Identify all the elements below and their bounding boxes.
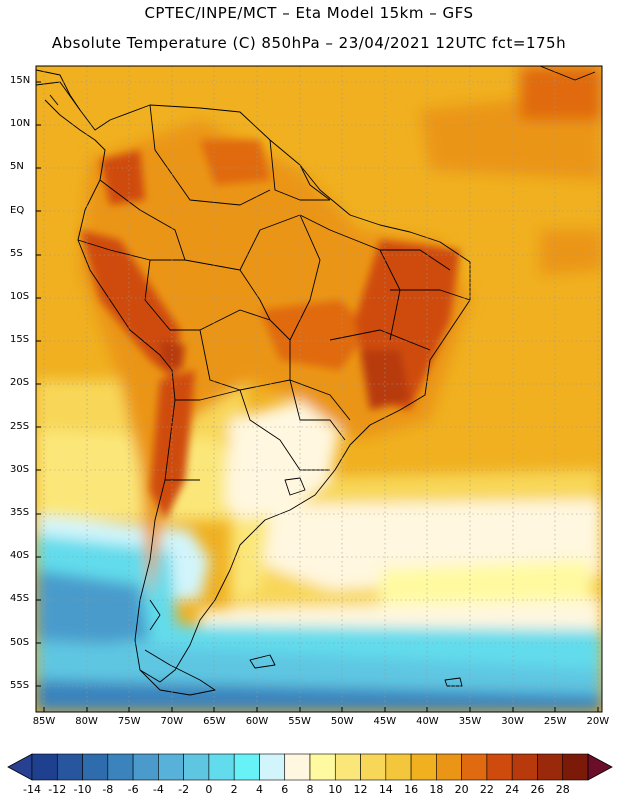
colorbar-swatch	[233, 753, 260, 781]
colorbar-swatch	[436, 753, 462, 781]
title-line-2: Absolute Temperature (C) 850hPa – 23/04/…	[51, 34, 567, 52]
colorbar-swatch	[562, 753, 589, 781]
colorbar-min-arrow	[7, 753, 33, 781]
colorbar-max-arrow	[587, 753, 613, 781]
colorbar-swatch	[107, 753, 134, 781]
colorbar-swatch	[309, 753, 336, 781]
lat-label: 5S	[10, 247, 23, 259]
colorbar-label: 16	[404, 783, 419, 796]
colorbar-label: 0	[205, 783, 213, 796]
colorbar-swatch	[158, 753, 184, 781]
colorbar-label: -2	[178, 783, 190, 796]
lat-label: 45S	[10, 593, 30, 605]
lat-label: 35S	[10, 507, 30, 518]
colorbar-label: -12	[48, 783, 67, 796]
lon-label: 25W	[543, 716, 567, 727]
map-frame	[35, 65, 603, 713]
lat-label: 20S	[10, 377, 30, 389]
colorbar-swatch	[82, 753, 109, 781]
colorbar-swatch	[511, 753, 538, 781]
colorbar-label: -8	[102, 783, 114, 796]
lat-label: 5N	[10, 161, 24, 173]
lon-label: 80W	[75, 716, 98, 727]
colorbar-label: -4	[152, 783, 164, 796]
lon-label: 65W	[203, 716, 226, 727]
colorbar-swatch	[334, 753, 361, 781]
lat-label: 30S	[10, 463, 30, 475]
colorbar-swatch	[410, 753, 437, 781]
colorbar-swatch	[284, 753, 311, 781]
colorbar-swatch	[31, 753, 58, 781]
lat-label: EQ	[10, 204, 25, 216]
lat-label: 25S	[10, 420, 30, 432]
lon-label: 20W	[586, 716, 610, 727]
lon-label: 50W	[330, 716, 354, 727]
lon-label: 75W	[117, 716, 141, 727]
colorbar-swatch	[56, 753, 83, 781]
lon-label: 85W	[32, 716, 56, 727]
lat-label: 40S	[10, 550, 30, 562]
lat-label: 10S	[10, 291, 30, 302]
colorbar-label: 28	[555, 783, 570, 796]
lat-label: 55S	[10, 679, 30, 691]
colorbar-label: 12	[353, 783, 368, 796]
colorbar-swatch	[132, 753, 159, 781]
colorbar-label: 22	[479, 783, 494, 796]
colorbar-label: 10	[328, 783, 343, 796]
colorbar-label: 8	[306, 783, 314, 796]
lon-label: 30W	[501, 716, 524, 727]
colorbar-label: 2	[230, 783, 238, 796]
colorbar-swatch	[259, 753, 286, 781]
colorbar-label: 26	[530, 783, 545, 796]
colorbar-label: 24	[505, 783, 520, 796]
lon-label: 35W	[458, 716, 482, 727]
colorbar-swatch	[360, 753, 387, 781]
colorbar-swatch	[486, 753, 513, 781]
lat-label: 10N	[10, 118, 31, 130]
colorbar-swatch	[183, 753, 210, 781]
colorbar-label: 20	[454, 783, 469, 796]
lat-label: 15S	[10, 334, 30, 346]
colorbar	[7, 753, 613, 781]
colorbar-label: 14	[378, 783, 393, 796]
colorbar-swatch	[208, 753, 235, 781]
colorbar-swatch	[385, 753, 412, 781]
lon-label: 55W	[288, 716, 311, 727]
colorbar-label: 4	[255, 783, 263, 796]
lon-label: 40W	[416, 716, 439, 727]
colorbar-swatch	[537, 753, 564, 781]
colorbar-label: -6	[127, 783, 139, 796]
title-line-1: CPTEC/INPE/MCT – Eta Model 15km – GFS	[144, 4, 474, 22]
colorbar-swatch	[461, 753, 488, 781]
colorbar-label: -10	[73, 783, 92, 796]
colorbar-label: 6	[281, 783, 289, 796]
lon-label: 45W	[373, 716, 397, 727]
lat-label: 50S	[10, 636, 30, 648]
lon-label: 60W	[245, 716, 269, 727]
lon-label: 70W	[160, 716, 184, 727]
colorbar-label: 18	[429, 783, 444, 796]
colorbar-label: -14	[23, 783, 41, 796]
lat-label: 15N	[10, 75, 31, 86]
